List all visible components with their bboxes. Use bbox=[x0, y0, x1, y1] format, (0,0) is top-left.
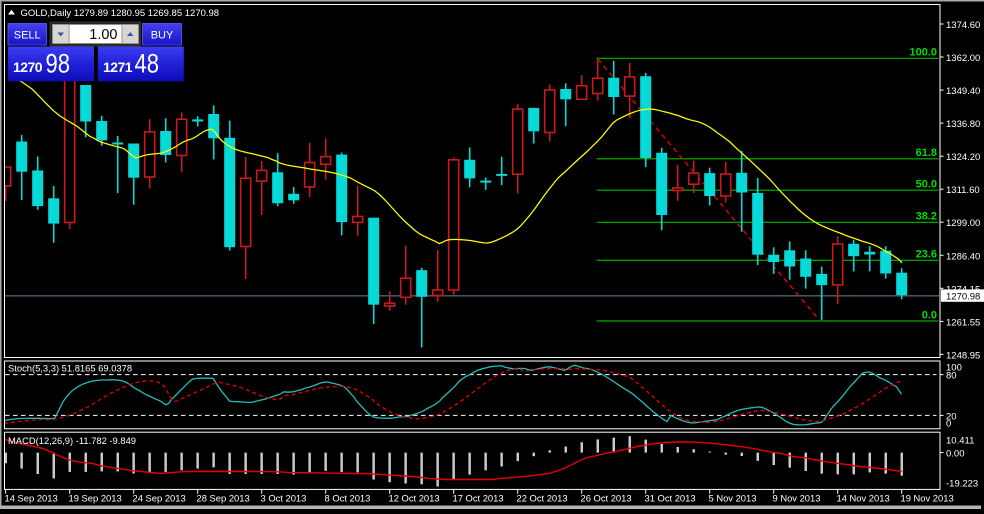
svg-text:0: 0 bbox=[946, 419, 951, 430]
svg-text:9 Nov 2013: 9 Nov 2013 bbox=[773, 493, 821, 504]
svg-text:BUY: BUY bbox=[151, 30, 174, 42]
svg-text:38.2: 38.2 bbox=[916, 211, 937, 223]
svg-text:1270.98: 1270.98 bbox=[946, 291, 980, 302]
svg-text:1.00: 1.00 bbox=[89, 27, 117, 43]
svg-text:23.6: 23.6 bbox=[916, 249, 937, 261]
svg-text:1362.00: 1362.00 bbox=[946, 53, 980, 64]
svg-text:14 Sep 2013: 14 Sep 2013 bbox=[5, 493, 58, 504]
svg-text:50.0: 50.0 bbox=[916, 179, 937, 191]
svg-text:19 Sep 2013: 19 Sep 2013 bbox=[69, 493, 122, 504]
svg-text:100: 100 bbox=[946, 363, 962, 374]
svg-text:0.0: 0.0 bbox=[922, 309, 937, 321]
svg-text:1349.40: 1349.40 bbox=[946, 86, 980, 97]
svg-text:5 Nov 2013: 5 Nov 2013 bbox=[709, 493, 757, 504]
svg-text:MACD(12,26,9) -11.782 -9.849: MACD(12,26,9) -11.782 -9.849 bbox=[8, 435, 136, 446]
svg-text:1271: 1271 bbox=[103, 59, 133, 75]
svg-text:20: 20 bbox=[946, 411, 957, 422]
svg-text:1374.60: 1374.60 bbox=[946, 20, 980, 31]
svg-text:8 Oct 2013: 8 Oct 2013 bbox=[325, 493, 371, 504]
svg-text:1311.60: 1311.60 bbox=[946, 185, 980, 196]
svg-text:10.411: 10.411 bbox=[946, 436, 974, 447]
svg-text:SELL: SELL bbox=[14, 30, 41, 42]
svg-text:1299.00: 1299.00 bbox=[946, 218, 980, 229]
svg-text:1336.80: 1336.80 bbox=[946, 119, 980, 130]
svg-text:61.8: 61.8 bbox=[916, 147, 937, 159]
svg-text:-19.223: -19.223 bbox=[946, 478, 978, 489]
svg-text:100.0: 100.0 bbox=[909, 47, 937, 59]
svg-text:31 Oct 2013: 31 Oct 2013 bbox=[645, 493, 696, 504]
svg-text:48: 48 bbox=[135, 49, 160, 79]
svg-text:80: 80 bbox=[946, 371, 957, 382]
svg-text:3 Oct 2013: 3 Oct 2013 bbox=[261, 493, 307, 504]
svg-text:GOLD,Daily 1279.89 1280.95 12: GOLD,Daily 1279.89 1280.95 1269.85 1270.… bbox=[21, 8, 220, 19]
svg-text:12 Oct 2013: 12 Oct 2013 bbox=[389, 493, 440, 504]
svg-text:17 Oct 2013: 17 Oct 2013 bbox=[453, 493, 504, 504]
svg-text:19 Nov 2013: 19 Nov 2013 bbox=[901, 493, 954, 504]
svg-text:28 Sep 2013: 28 Sep 2013 bbox=[197, 493, 250, 504]
svg-text:1270: 1270 bbox=[13, 59, 43, 75]
svg-text:22 Oct 2013: 22 Oct 2013 bbox=[517, 493, 568, 504]
svg-text:1248.95: 1248.95 bbox=[946, 350, 980, 361]
svg-text:1286.40: 1286.40 bbox=[946, 251, 980, 262]
svg-text:Stoch(5,3,3) 51.8165 69.0378: Stoch(5,3,3) 51.8165 69.0378 bbox=[8, 363, 132, 374]
svg-text:14 Nov 2013: 14 Nov 2013 bbox=[837, 493, 890, 504]
svg-text:1261.55: 1261.55 bbox=[946, 317, 980, 328]
svg-text:0.00: 0.00 bbox=[946, 449, 965, 460]
svg-text:26 Oct 2013: 26 Oct 2013 bbox=[581, 493, 632, 504]
svg-text:1324.20: 1324.20 bbox=[946, 152, 980, 163]
svg-text:24 Sep 2013: 24 Sep 2013 bbox=[133, 493, 186, 504]
svg-text:98: 98 bbox=[46, 49, 71, 79]
